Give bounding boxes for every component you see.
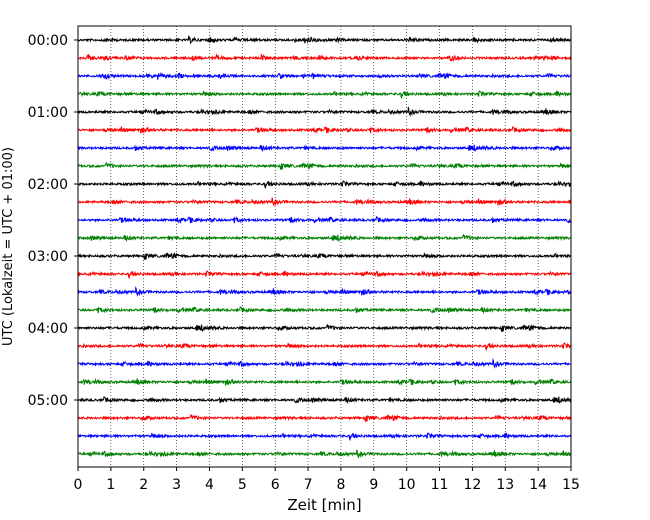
trace-01:45 [77,161,572,170]
trace-04:00 [77,323,572,332]
x-tick-label: 5 [238,477,247,493]
x-tick-label: 8 [336,477,345,493]
plot-frame [77,25,572,468]
x-tick-label: 4 [205,477,214,493]
x-tick-label: 3 [172,477,181,493]
trace-05:15 [77,413,572,422]
x-tick-label: 1 [106,477,115,493]
x-tick-label: 10 [398,477,416,493]
x-tick-label: 0 [74,477,83,493]
x-axis-label: Zeit [min] [287,496,361,514]
x-tick-label: 11 [431,477,449,493]
x-tick-label: 2 [139,477,148,493]
trace-05:45 [78,449,572,459]
trace-03:00 [77,251,572,260]
trace-01:15 [77,126,572,134]
trace-04:15 [77,342,572,352]
trace-00:30 [77,71,572,81]
x-tick-label: 14 [529,477,547,493]
trace-03:15 [77,270,572,280]
x-tick-label: 6 [271,477,280,493]
x-tick-label: 7 [304,477,313,493]
trace-02:45 [77,233,572,243]
y-tick-label: 05:00 [28,393,68,409]
trace-02:30 [77,215,572,225]
y-axis-ticks: 00:00 01:00 02:00 03:00 04:00 05:00 [28,33,78,409]
y-tick-label: 02:00 [28,177,68,193]
x-tick-label: 9 [369,477,378,493]
y-tick-label: 03:00 [28,249,68,265]
x-axis-ticks: 0 1 2 3 4 5 6 7 8 9 10 11 12 13 14 15 [74,467,580,493]
trace-03:30 [77,285,572,297]
trace-05:00 [77,396,572,405]
trace-05:30 [77,432,572,442]
seismic-traces [77,35,572,459]
trace-01:30 [77,144,572,153]
trace-00:00 [77,35,572,45]
trace-02:00 [77,180,572,190]
y-tick-label: 00:00 [28,33,68,49]
x-tick-label: 12 [463,477,481,493]
trace-04:30 [77,357,572,369]
trace-01:00 [77,105,572,117]
x-tick-label: 15 [562,477,580,493]
trace-00:15 [77,53,572,63]
y-tick-label: 01:00 [28,105,68,121]
y-tick-label: 04:00 [28,321,68,337]
x-tick-label: 13 [496,477,514,493]
trace-02:15 [77,197,572,207]
trace-00:45 [77,90,572,100]
trace-04:45 [78,377,572,386]
trace-03:45 [77,306,572,315]
y-axis-label: UTC (Lokalzeit = UTC + 01:00) [1,147,16,346]
